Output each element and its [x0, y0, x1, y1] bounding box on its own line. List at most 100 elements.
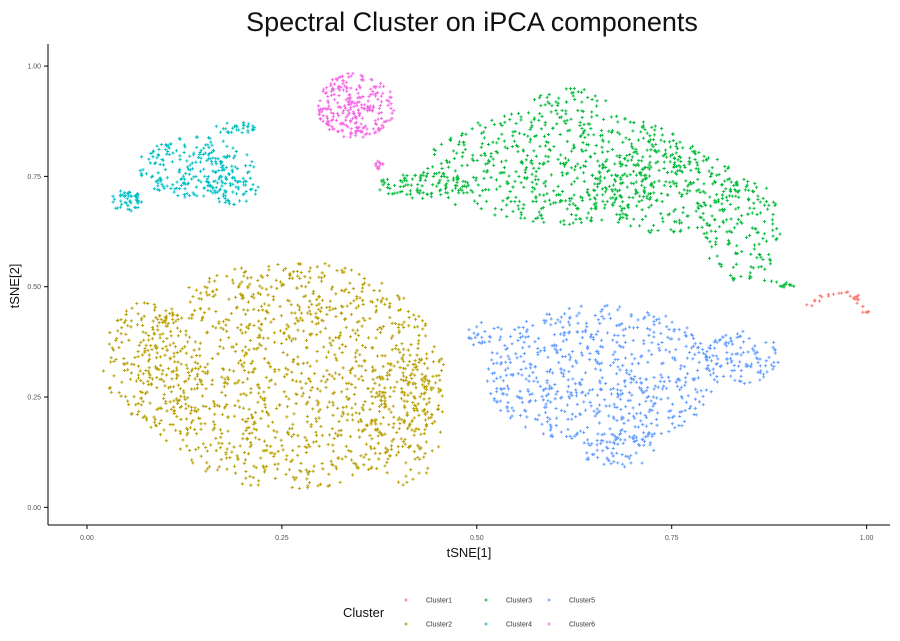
cluster2-point	[431, 386, 435, 390]
cluster2-point	[129, 325, 133, 329]
cluster3-point	[613, 192, 617, 196]
cluster2-point	[281, 268, 286, 272]
cluster3-point	[522, 203, 526, 207]
cluster2-point	[439, 368, 444, 373]
cluster2-point	[254, 410, 258, 415]
cluster3-point	[628, 120, 632, 124]
cluster3-point	[728, 202, 732, 207]
cluster3-point	[588, 154, 592, 159]
cluster2-point	[174, 376, 179, 380]
cluster3-point	[697, 150, 701, 155]
cluster4-point	[246, 125, 250, 129]
cluster3-point	[767, 252, 771, 257]
cluster2-point	[344, 325, 348, 329]
cluster2-point	[161, 346, 165, 351]
cluster2-point	[151, 328, 155, 332]
cluster5-point	[545, 378, 549, 383]
cluster2-point	[194, 353, 199, 358]
cluster3-point	[627, 137, 631, 142]
cluster3-point	[586, 122, 590, 126]
cluster2-point	[160, 320, 165, 325]
cluster2-point	[252, 296, 256, 300]
cluster3-point	[582, 87, 586, 92]
cluster5-point	[541, 432, 546, 436]
cluster3-point	[522, 176, 527, 180]
cluster2-point	[147, 371, 151, 376]
cluster2-point	[305, 420, 309, 424]
cluster5-point	[613, 358, 617, 362]
cluster5-point	[739, 368, 743, 373]
cluster5-point	[559, 332, 563, 336]
cluster2-point	[327, 400, 331, 404]
cluster2-point	[250, 416, 254, 420]
cluster6-point	[336, 101, 340, 105]
cluster5-point	[626, 418, 630, 422]
cluster3-point	[519, 216, 523, 220]
cluster4-point	[194, 160, 198, 164]
cluster2-point	[240, 482, 244, 486]
cluster3-point	[534, 196, 538, 200]
cluster2-point	[412, 325, 417, 329]
cluster3-point	[710, 245, 714, 249]
cluster2-point	[333, 371, 338, 375]
cluster3-point	[575, 176, 579, 180]
cluster3-point	[562, 119, 566, 123]
cluster3-point	[580, 100, 584, 104]
cluster3-point	[557, 96, 561, 100]
cluster2-point	[230, 278, 235, 282]
cluster5-point	[730, 352, 734, 356]
cluster2-point	[110, 346, 114, 350]
cluster2-point	[311, 407, 315, 411]
cluster5-point	[598, 368, 603, 372]
cluster2-point	[401, 359, 406, 363]
cluster6-point	[321, 114, 325, 118]
cluster2-point	[368, 445, 373, 449]
cluster2-point	[161, 339, 165, 344]
cluster2-point	[330, 287, 334, 291]
cluster2-point	[219, 326, 223, 330]
cluster2-point	[413, 373, 417, 377]
cluster2-point	[235, 454, 239, 458]
cluster3-point	[536, 216, 540, 220]
cluster5-point	[489, 392, 493, 396]
cluster2-point	[337, 346, 341, 350]
cluster2-point	[438, 430, 442, 434]
cluster2-point	[328, 341, 332, 345]
cluster3-point	[544, 179, 548, 183]
cluster5-point	[742, 381, 746, 386]
cluster3-point	[771, 200, 775, 204]
cluster3-point	[666, 213, 670, 217]
cluster4-point	[211, 191, 215, 195]
cluster3-point	[647, 167, 652, 171]
cluster2-point	[267, 268, 271, 272]
cluster2-point	[396, 450, 401, 454]
cluster3-point	[386, 192, 390, 196]
cluster5-point	[495, 351, 499, 355]
cluster3-point	[621, 200, 625, 204]
cluster2-point	[373, 446, 377, 450]
cluster3-point	[511, 130, 515, 134]
cluster2-point	[187, 374, 192, 378]
cluster2-point	[406, 383, 410, 387]
cluster3-point	[483, 153, 487, 157]
cluster2-point	[381, 296, 385, 300]
cluster2-point	[308, 276, 312, 280]
cluster3-point	[448, 138, 453, 143]
cluster2-point	[273, 462, 277, 466]
cluster5-point	[611, 338, 615, 342]
cluster2-point	[361, 403, 366, 407]
cluster2-point	[203, 365, 207, 369]
cluster3-point	[546, 140, 550, 145]
cluster2-point	[198, 377, 202, 382]
cluster2-point	[441, 362, 446, 367]
cluster5-point	[486, 367, 491, 371]
cluster5-point	[548, 417, 552, 421]
cluster2-point	[416, 346, 420, 350]
cluster3-point	[724, 187, 728, 191]
cluster3-point	[757, 242, 761, 246]
cluster2-point	[394, 453, 399, 457]
cluster3-point	[720, 193, 725, 197]
cluster3-point	[774, 238, 778, 242]
cluster2-point	[375, 298, 380, 302]
cluster4-point	[230, 130, 234, 134]
